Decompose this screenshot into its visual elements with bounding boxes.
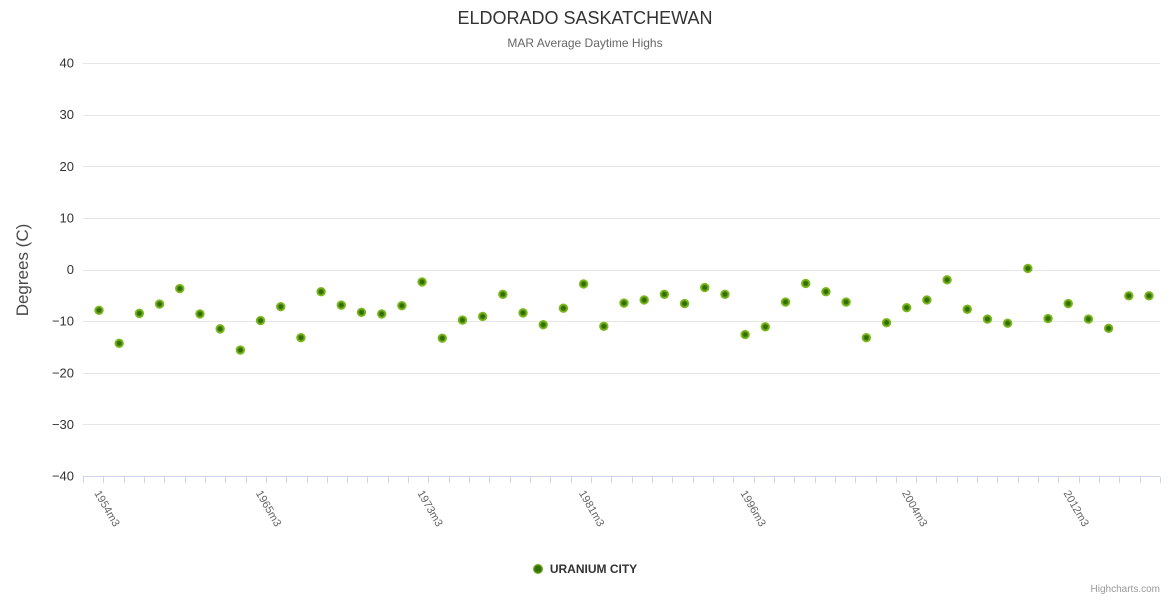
data-point[interactable]: [740, 329, 750, 340]
data-point[interactable]: [962, 304, 972, 314]
data-point[interactable]: [881, 317, 892, 328]
legend-series-label: URANIUM CITY: [549, 562, 638, 576]
data-point[interactable]: [821, 286, 831, 297]
data-point[interactable]: [1023, 263, 1033, 274]
data-point[interactable]: [801, 278, 811, 289]
data-point[interactable]: [942, 275, 952, 285]
legend[interactable]: URANIUM CITY: [0, 562, 1170, 576]
data-point[interactable]: [1002, 318, 1013, 328]
x-axis-label: 1996m3: [738, 489, 768, 529]
data-point[interactable]: [154, 299, 165, 309]
data-point[interactable]: [901, 303, 912, 313]
data-point[interactable]: [599, 321, 609, 331]
data-point[interactable]: [578, 279, 589, 289]
data-point[interactable]: [558, 303, 569, 313]
data-point[interactable]: [276, 301, 286, 312]
data-point[interactable]: [417, 277, 427, 287]
y-axis-label: −30: [52, 417, 74, 432]
data-point[interactable]: [457, 315, 468, 325]
data-point[interactable]: [356, 307, 367, 318]
data-point[interactable]: [780, 297, 791, 307]
x-axis-label: 1965m3: [253, 489, 283, 529]
y-axis-label: 10: [60, 210, 74, 225]
y-axis-label: 30: [60, 107, 74, 122]
chart-title: ELDORADO SASKATCHEWAN: [457, 8, 713, 28]
data-point[interactable]: [1144, 291, 1154, 301]
data-point[interactable]: [1103, 323, 1114, 334]
x-axis-label: 1954m3: [91, 489, 121, 529]
data-point[interactable]: [316, 286, 326, 297]
data-point[interactable]: [296, 332, 306, 343]
data-point[interactable]: [336, 300, 347, 310]
legend-marker-icon: [532, 564, 543, 574]
data-point[interactable]: [922, 295, 932, 305]
data-point[interactable]: [538, 320, 548, 330]
x-axis-label: 2012m3: [1061, 489, 1091, 529]
data-point[interactable]: [255, 315, 266, 326]
data-point[interactable]: [134, 308, 145, 319]
data-point[interactable]: [639, 295, 649, 305]
y-axis-label: 40: [60, 56, 74, 71]
data-point[interactable]: [518, 308, 528, 318]
data-point[interactable]: [397, 300, 407, 311]
y-axis-label: 20: [60, 159, 74, 174]
data-point[interactable]: [1043, 313, 1053, 324]
y-axis-label: −20: [52, 365, 74, 380]
data-point[interactable]: [841, 297, 851, 307]
data-point[interactable]: [720, 289, 730, 299]
y-axis-label: −40: [52, 469, 74, 484]
data-point[interactable]: [215, 324, 225, 334]
data-point[interactable]: [477, 311, 488, 322]
chart-subtitle: MAR Average Daytime Highs: [507, 36, 663, 50]
data-point[interactable]: [659, 289, 670, 299]
data-point[interactable]: [175, 283, 185, 294]
data-point[interactable]: [114, 338, 124, 349]
data-point[interactable]: [94, 305, 104, 315]
data-point[interactable]: [861, 332, 872, 343]
x-axis-label: 1981m3: [576, 489, 606, 529]
y-axis-label: −10: [52, 314, 74, 329]
data-point[interactable]: [235, 345, 246, 355]
data-point[interactable]: [700, 282, 710, 293]
highcharts-credit[interactable]: Highcharts.com: [1090, 584, 1160, 595]
data-point[interactable]: [1124, 291, 1134, 301]
x-axis-label: 1973m3: [414, 489, 444, 529]
data-point[interactable]: [376, 309, 387, 319]
data-point[interactable]: [982, 314, 993, 324]
data-point[interactable]: [498, 289, 508, 299]
data-point[interactable]: [619, 298, 629, 308]
x-axis-label: 2004m3: [899, 489, 929, 529]
y-axis-label: 0: [67, 262, 74, 277]
data-point[interactable]: [679, 298, 690, 309]
data-point[interactable]: [437, 333, 447, 343]
data-point[interactable]: [760, 322, 771, 332]
data-point[interactable]: [1083, 314, 1094, 324]
data-point[interactable]: [195, 309, 205, 319]
data-point[interactable]: [1063, 298, 1073, 309]
